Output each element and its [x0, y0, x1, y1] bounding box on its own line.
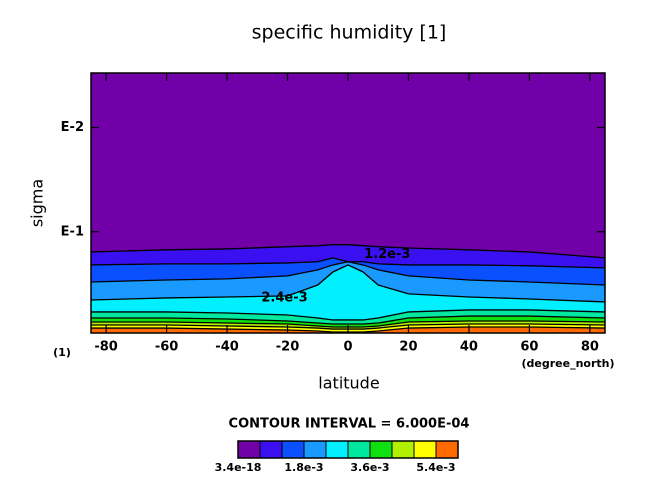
- contour-line: [91, 309, 605, 321]
- colorbar-segment: [238, 441, 260, 458]
- colorbar-segment: [348, 441, 370, 458]
- colorbar-segment: [282, 441, 304, 458]
- y-unit: (1): [53, 346, 71, 359]
- x-tick-label: 0: [343, 340, 352, 355]
- overlay: -80 -60 -40 -20 0 20 40 60 80 E-2 E-1 3.4e-18 1.8e-3…: [61, 72, 606, 474]
- contour-label: 1.2e-3: [364, 247, 410, 262]
- contour-line: [91, 315, 605, 325]
- colorbar-segment: [304, 441, 326, 458]
- contour-fill: [91, 327, 605, 333]
- contour-line: [91, 261, 605, 286]
- colorbar-tick-label: 5.4e-3: [416, 461, 455, 474]
- x-unit: (degree_north): [521, 357, 614, 370]
- x-tick-label: -60: [155, 340, 179, 355]
- colorbar-segment: [370, 441, 392, 458]
- contour-interval: CONTOUR INTERVAL = 6.000E-04: [229, 417, 470, 432]
- y-tick-label: E-2: [61, 120, 84, 135]
- y-axis-label: sigma: [28, 179, 47, 227]
- x-tick-label: 60: [520, 340, 538, 355]
- x-tick-label: 20: [399, 340, 417, 355]
- colorbar-tick-label: 3.6e-3: [350, 461, 389, 474]
- contour-line: [91, 244, 605, 259]
- plot-area: 1.2e-3 2.4e-3: [91, 73, 605, 333]
- colorbar-segment: [414, 441, 436, 458]
- x-tick-label: 40: [460, 340, 478, 355]
- x-tick-label: -40: [215, 340, 239, 355]
- colorbar-tick-label: 1.8e-3: [284, 461, 323, 474]
- y-tick-label: E-1: [61, 224, 84, 239]
- colorbar-tick-label: 3.4e-18: [215, 461, 262, 474]
- colorbar-segment: [392, 441, 414, 458]
- contour-label: 2.4e-3: [261, 290, 307, 305]
- x-tick-label: 80: [581, 340, 599, 355]
- x-tick-label: -80: [94, 340, 118, 355]
- colorbar-segment: [260, 441, 282, 458]
- chart-title: specific humidity [1]: [252, 22, 447, 44]
- x-tick-label: -20: [276, 340, 300, 355]
- x-axis-label: latitude: [318, 374, 379, 393]
- colorbar-segment: [326, 441, 348, 458]
- colorbar-segment: [436, 441, 458, 458]
- contour-line: [91, 264, 605, 303]
- colorbar-frame: [237, 440, 459, 459]
